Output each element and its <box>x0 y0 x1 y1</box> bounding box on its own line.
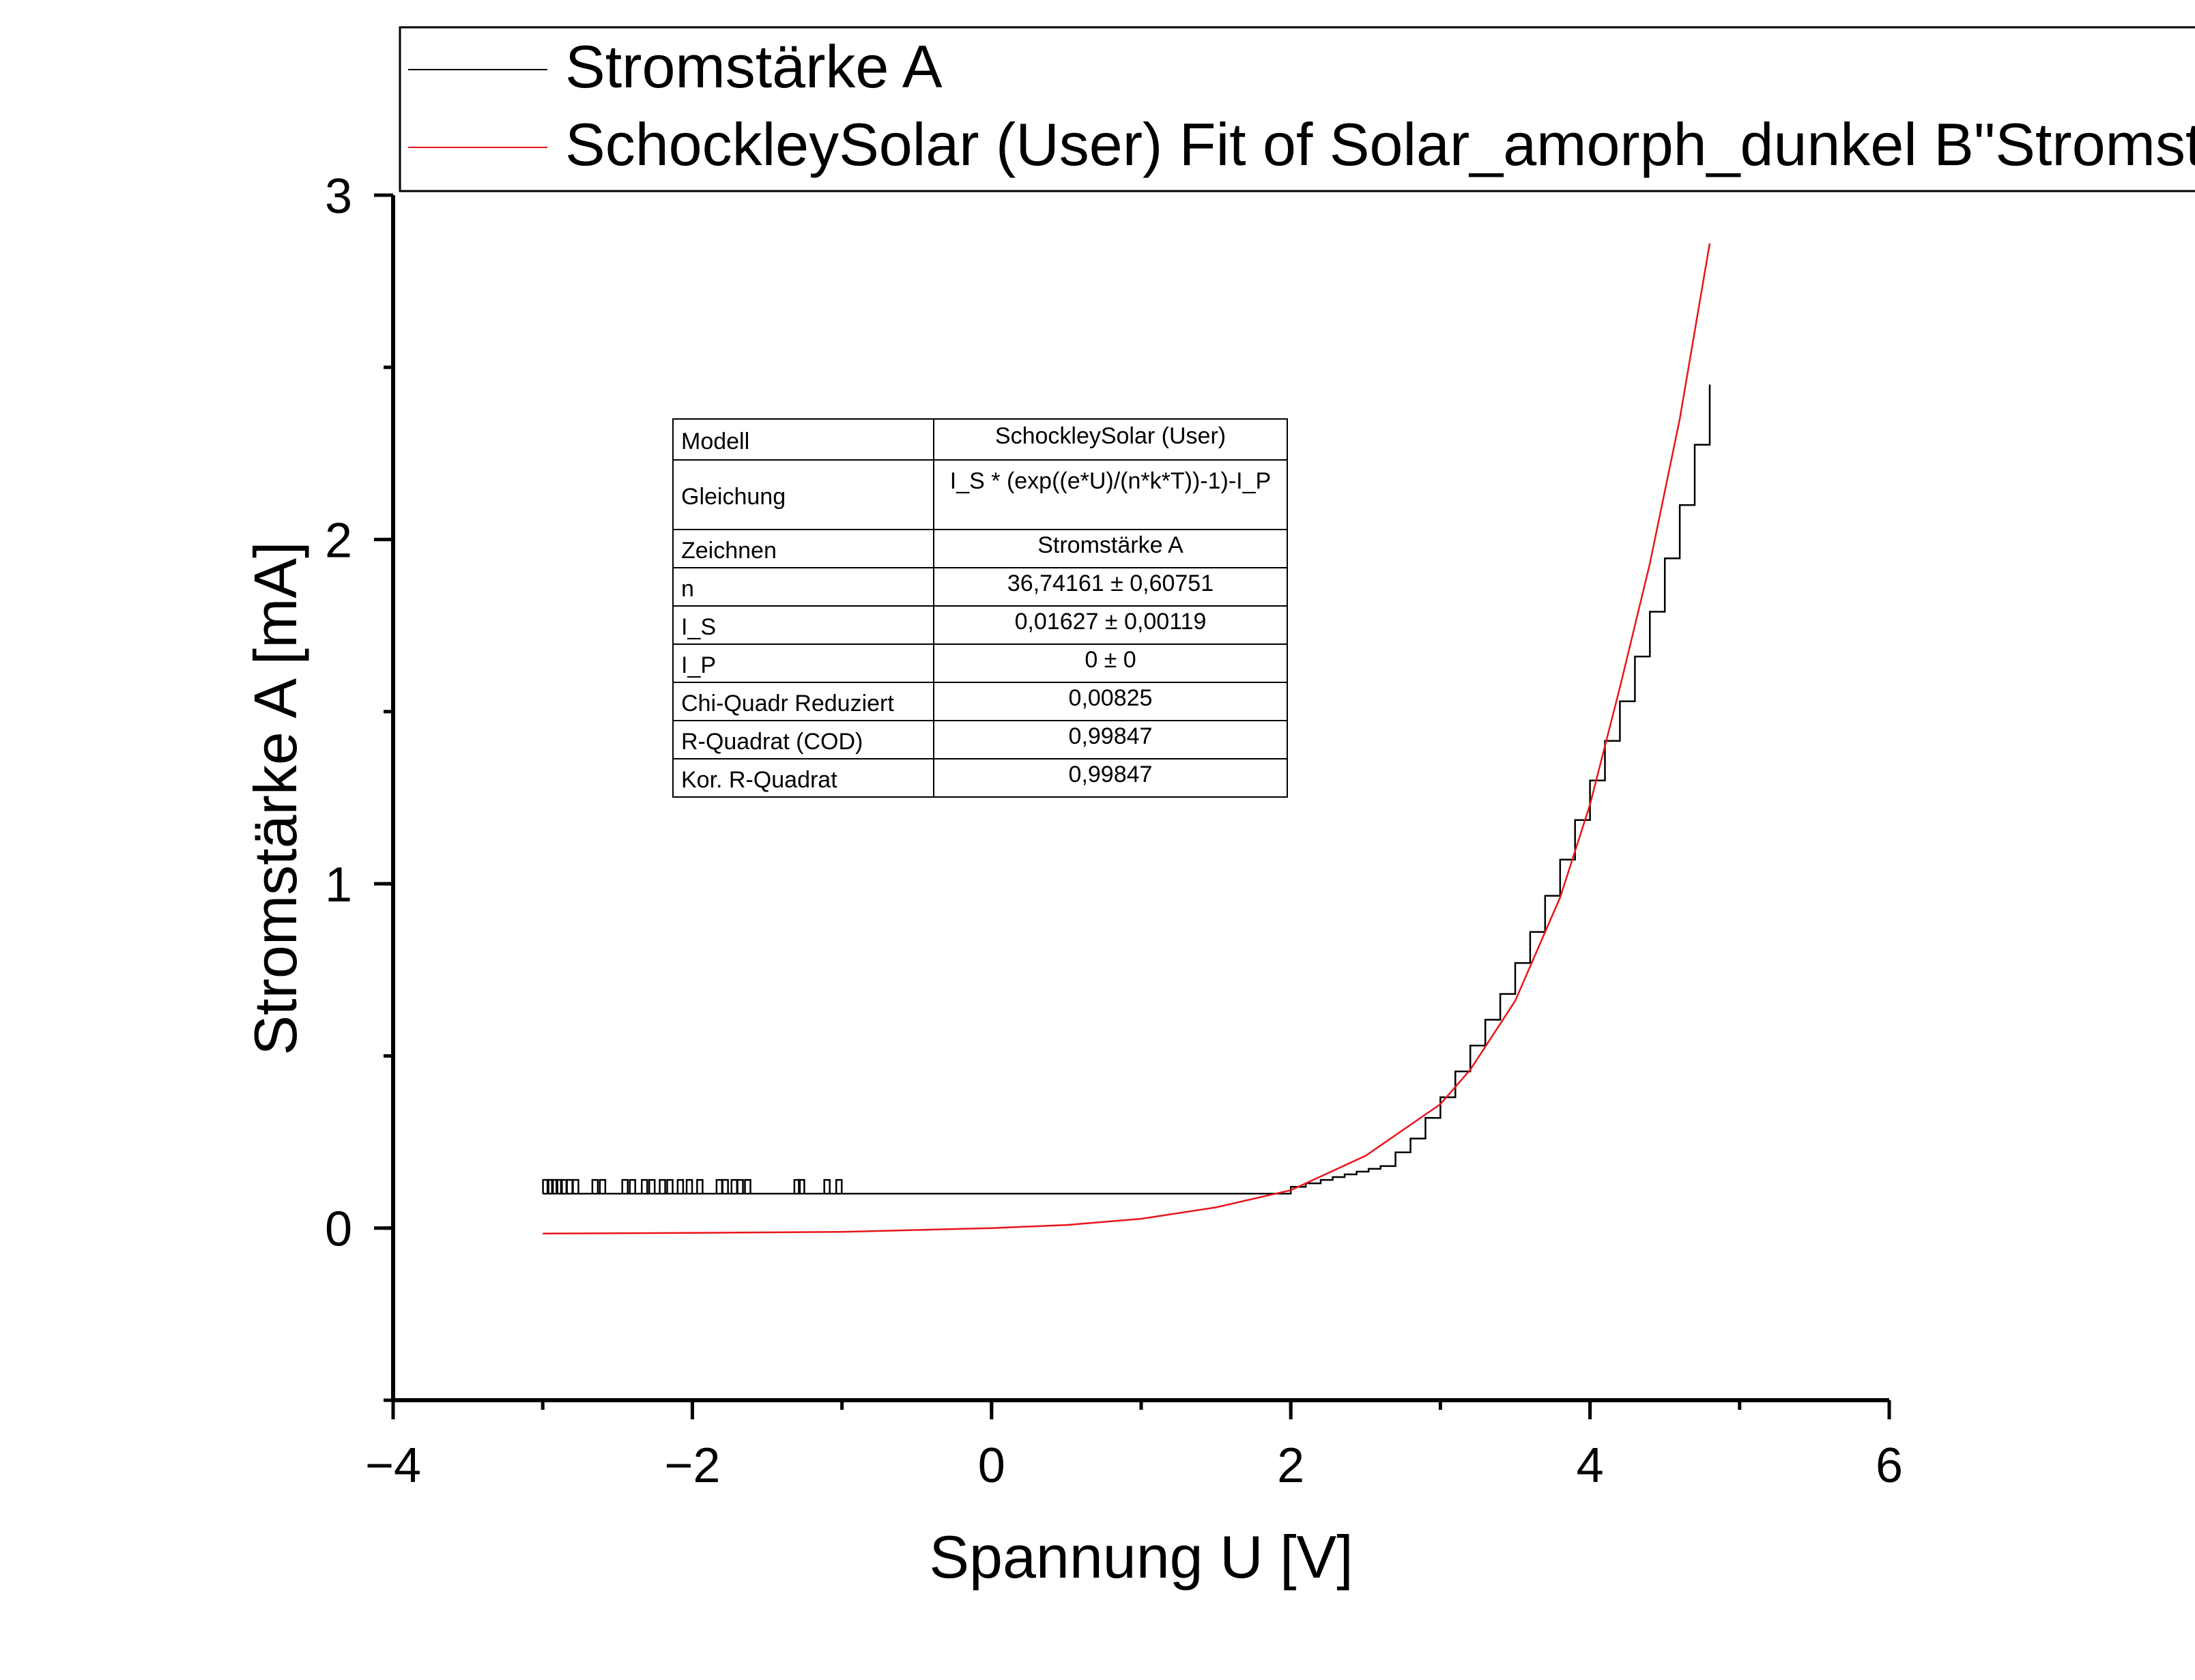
noise-spike <box>721 1178 729 1194</box>
noise-spike <box>659 1178 666 1194</box>
table-value: 0,01627 ± 0,00119 <box>1015 609 1207 635</box>
noise-spike <box>551 1178 558 1194</box>
legend-label-fit: SchockleySolar (User) Fit of Solar_amorp… <box>565 111 2195 178</box>
table-key: Kor. R-Quadrat <box>681 767 837 793</box>
noise-spike <box>648 1178 656 1194</box>
noise-spike <box>621 1178 629 1194</box>
y-tick-label: 2 <box>325 514 352 568</box>
table-value: 0,99847 <box>1069 723 1153 749</box>
noise-spike <box>641 1178 648 1194</box>
noise-spike <box>591 1178 599 1194</box>
noise-spike <box>798 1178 805 1194</box>
table-key: Modell <box>681 429 749 454</box>
y-tick-label: 1 <box>325 858 352 912</box>
y-tick-label: 3 <box>325 169 352 224</box>
table-value: 0,99847 <box>1069 762 1153 787</box>
y-axis-label: Stromstärke A [mA] <box>242 541 309 1055</box>
noise-spike <box>744 1178 751 1194</box>
x-tick-label: −2 <box>664 1438 720 1493</box>
noise-spike <box>676 1178 685 1194</box>
noise-spike <box>823 1178 831 1194</box>
noise-spike <box>793 1178 801 1194</box>
x-tick-label: 6 <box>1876 1438 1903 1493</box>
table-value: 0 ± 0 <box>1085 647 1136 673</box>
y-tick-label: 0 <box>325 1202 352 1257</box>
axes: −4 −2 0 2 4 6 0 1 2 3 <box>325 169 1903 1493</box>
noise-spike <box>736 1178 744 1194</box>
noise-spike <box>572 1178 579 1194</box>
table-key: Gleichung <box>681 484 786 510</box>
table-key: I_P <box>681 652 716 678</box>
noise-spike <box>696 1178 704 1194</box>
table-value: 0,00825 <box>1069 685 1153 711</box>
x-tick-label: −4 <box>365 1438 421 1493</box>
legend: Stromstärke A SchockleySolar (User) Fit … <box>399 26 2195 192</box>
noise-spike <box>835 1178 843 1194</box>
table-value: SchockleySolar (User) <box>995 423 1226 449</box>
noise-spike <box>599 1178 607 1194</box>
x-axis-label: Spannung U [V] <box>929 1523 1353 1591</box>
series-line-fit <box>543 243 1711 1235</box>
fit-results-table: Modell SchockleySolar (User) Gleichung I_S … <box>672 418 1288 798</box>
table-key: Zeichnen <box>681 538 777 564</box>
table-value: I_S * (exp((e*U)/(n*k*T))-1)-I_P <box>950 468 1271 494</box>
noise-spike <box>556 1178 563 1194</box>
table-key: Chi-Quadr Reduziert <box>681 691 894 716</box>
noise-spike <box>542 1178 549 1194</box>
noise-spike <box>666 1178 674 1194</box>
x-tick-label: 0 <box>978 1438 1005 1493</box>
table-value: 36,74161 ± 0,60751 <box>1007 570 1214 596</box>
table-frame <box>672 418 1288 798</box>
table-value: Stromstärke A <box>1037 532 1183 558</box>
noise-spike <box>629 1178 636 1194</box>
series <box>542 243 1711 1235</box>
x-tick-label: 2 <box>1277 1438 1304 1493</box>
table-key: R-Quadrat (COD) <box>681 729 863 755</box>
table-key: n <box>681 576 694 602</box>
noise-spike <box>546 1178 554 1194</box>
noise-spike <box>685 1178 693 1194</box>
table-key: I_S <box>681 614 716 640</box>
x-tick-label: 4 <box>1577 1438 1604 1493</box>
legend-label-data: Stromstärke A <box>565 33 943 100</box>
